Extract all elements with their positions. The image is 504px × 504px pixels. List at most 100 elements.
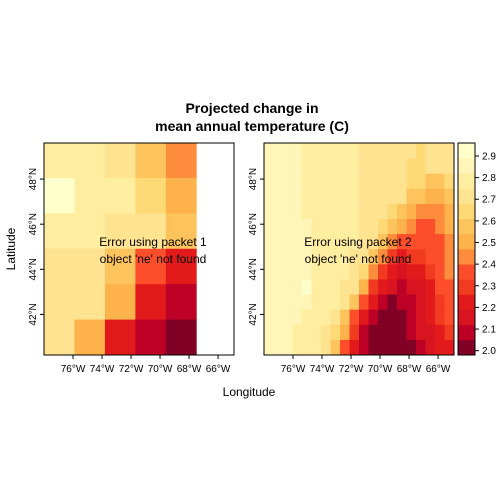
colorbar-frame — [457, 142, 476, 356]
heatmap-cell — [425, 234, 436, 250]
heatmap-cell — [368, 339, 379, 356]
heatmap-cell — [273, 309, 284, 326]
heatmap-cell — [435, 249, 445, 265]
heatmap-cell — [273, 143, 284, 159]
heatmap-cell — [321, 143, 331, 159]
heatmap-cell — [340, 203, 350, 220]
heatmap-cell — [425, 158, 436, 175]
panel-2-error-line-2: object 'ne' not found — [305, 252, 412, 266]
heatmap-cell — [340, 279, 350, 295]
heatmap-cell — [378, 309, 388, 326]
heatmap-cell — [416, 143, 426, 159]
heatmap-cell — [292, 279, 303, 295]
heatmap-cell — [340, 294, 350, 311]
heatmap-cell — [368, 279, 379, 295]
heatmap-cell — [264, 294, 274, 311]
colorbar-tick-label: 2.5 — [482, 238, 496, 249]
heatmap-cell — [359, 279, 369, 295]
heatmap-cell — [406, 249, 417, 265]
heatmap-cell — [104, 213, 136, 250]
heatmap-cell — [425, 324, 436, 341]
colorbar-swatch — [458, 279, 475, 295]
heatmap-cell — [406, 203, 417, 220]
heatmap-cell — [311, 143, 322, 159]
colorbar-swatch — [458, 218, 475, 235]
heatmap-cell — [406, 279, 417, 295]
heatmap-cell — [368, 324, 379, 341]
heatmap-cell — [283, 234, 293, 250]
heatmap-cell — [359, 203, 369, 220]
heatmap-cell — [273, 279, 284, 295]
y-tick-label: 46°N — [28, 213, 39, 235]
colorbar-tick-label: 2.4 — [482, 260, 496, 271]
heatmap-cell — [340, 143, 350, 159]
heatmap-cell — [378, 294, 388, 311]
heatmap-cell — [302, 173, 312, 190]
heatmap-cell — [416, 203, 426, 220]
heatmap-cell — [444, 324, 455, 341]
heatmap-cell — [302, 219, 312, 235]
heatmap-cell — [283, 324, 293, 341]
heatmap-cell — [340, 264, 350, 280]
colorbar-swatch — [458, 158, 475, 174]
heatmap-cell — [330, 279, 341, 295]
heatmap-cell — [387, 324, 398, 341]
heatmap-cell — [425, 264, 436, 280]
heatmap-cell — [416, 339, 426, 356]
y-tick-label: 48°N — [248, 168, 259, 190]
heatmap-cell — [321, 264, 331, 280]
heatmap-cell — [264, 173, 274, 190]
x-tick-label: 70°W — [368, 364, 393, 375]
heatmap-cell — [264, 249, 274, 265]
x-tick-label: 68°W — [177, 364, 202, 375]
heatmap-cell — [135, 177, 167, 214]
heatmap-cell — [165, 177, 197, 214]
heatmap-cell — [435, 219, 445, 235]
heatmap-cell — [165, 213, 197, 250]
x-tick-label: 74°W — [90, 364, 115, 375]
colorbar-swatch — [458, 249, 475, 265]
heatmap-cell — [368, 158, 379, 175]
heatmap-cell — [264, 234, 274, 250]
heatmap-cell — [444, 249, 455, 265]
heatmap-cell — [292, 249, 303, 265]
heatmap-cell — [406, 309, 417, 326]
heatmap-cell — [368, 143, 379, 159]
heatmap-cell — [292, 143, 303, 159]
heatmap-cell — [74, 213, 106, 250]
heatmap-cell — [283, 173, 293, 190]
heatmap-cell — [444, 143, 455, 159]
heatmap-cell — [397, 294, 407, 311]
heatmap-cell — [359, 264, 369, 280]
heatmap-cell — [397, 249, 407, 265]
heatmap-cell — [340, 173, 350, 190]
heatmap-cell — [397, 324, 407, 341]
heatmap-cell — [104, 177, 136, 214]
heatmap-cell — [387, 279, 398, 295]
heatmap-cell — [425, 188, 436, 205]
heatmap-cell — [321, 294, 331, 311]
heatmap-cell — [425, 203, 436, 220]
heatmap-cell — [330, 339, 341, 356]
heatmap-cell — [444, 339, 455, 356]
heatmap-cell — [321, 203, 331, 220]
heatmap-cell — [330, 173, 341, 190]
heatmap-cell — [292, 173, 303, 190]
heatmap-cell — [311, 234, 322, 250]
heatmap-cell — [444, 309, 455, 326]
heatmap-cell — [387, 264, 398, 280]
heatmap-cell — [302, 264, 312, 280]
x-axis-label: Longitude — [223, 385, 276, 399]
heatmap-cell — [311, 339, 322, 356]
heatmap-cell — [273, 339, 284, 356]
heatmap-cell — [387, 339, 398, 356]
heatmap-cell — [311, 203, 322, 220]
heatmap-cell — [416, 158, 426, 175]
heatmap-cell — [425, 339, 436, 356]
x-tick-label: 68°W — [397, 364, 422, 375]
heatmap-cell — [387, 143, 398, 159]
heatmap-cell — [416, 219, 426, 235]
heatmap-cell — [135, 248, 167, 285]
heatmap-cell — [359, 294, 369, 311]
heatmap-cell — [387, 158, 398, 175]
